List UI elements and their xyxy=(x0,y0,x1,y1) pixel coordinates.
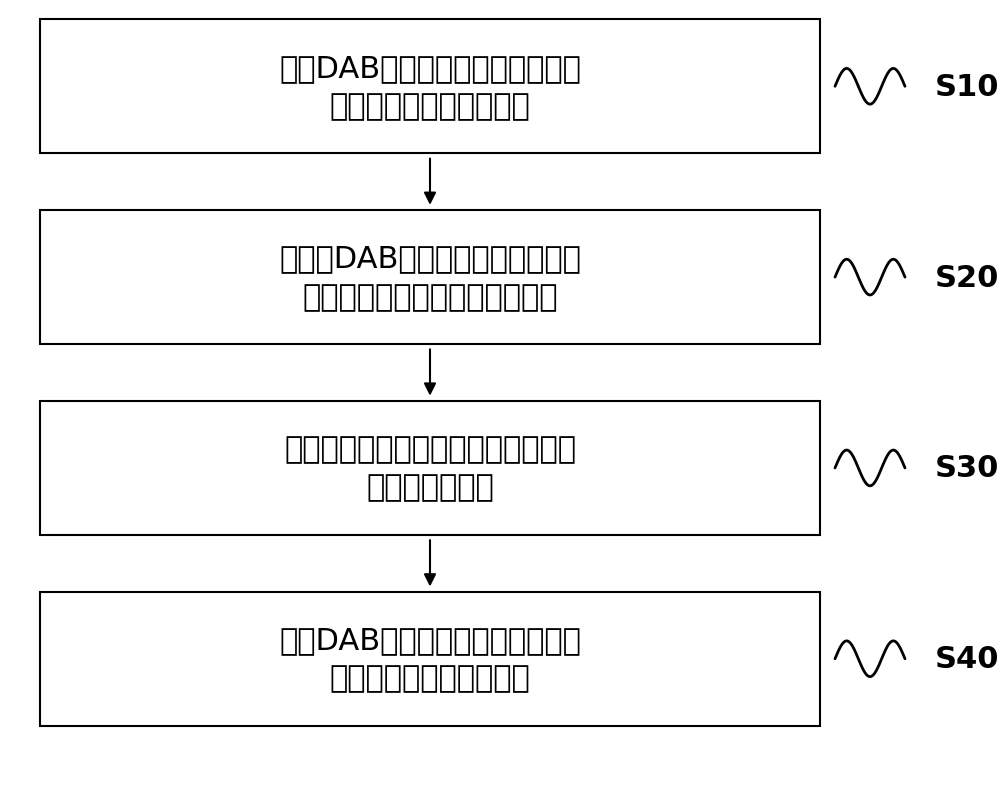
Text: S30: S30 xyxy=(935,454,999,483)
Text: 获取DAB暂态过程的后一稳态的两
全桥之间的第二外移相角: 获取DAB暂态过程的后一稳态的两 全桥之间的第二外移相角 xyxy=(279,625,581,693)
Text: S10: S10 xyxy=(935,73,1000,101)
Text: 根据改变脉宽后的第一方波和第二方
波，获取移相角: 根据改变脉宽后的第一方波和第二方 波，获取移相角 xyxy=(284,435,576,502)
Bar xyxy=(40,401,820,535)
Text: 当进入DAB暂态过程时，分别改变
所述第一方波和第二方波的脉宽: 当进入DAB暂态过程时，分别改变 所述第一方波和第二方波的脉宽 xyxy=(279,244,581,311)
Bar xyxy=(40,20,820,154)
Text: S20: S20 xyxy=(935,264,999,292)
Bar xyxy=(40,211,820,345)
Text: S40: S40 xyxy=(935,645,1000,673)
Bar xyxy=(40,592,820,726)
Text: 获取DAB暂态过程的前一稳态的两
全桥之间的第一外移相角: 获取DAB暂态过程的前一稳态的两 全桥之间的第一外移相角 xyxy=(279,54,581,121)
